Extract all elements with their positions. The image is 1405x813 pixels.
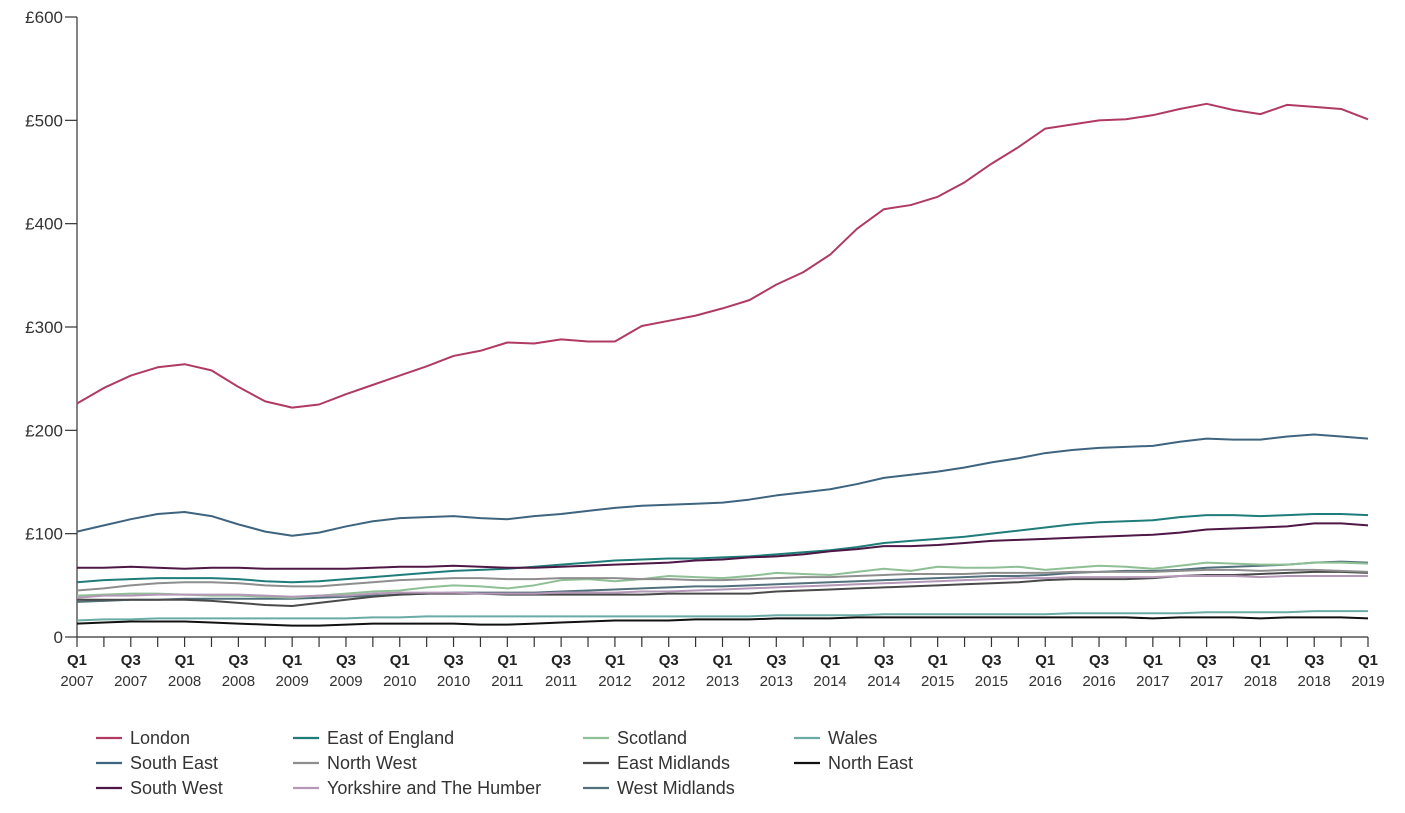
legend-label-scotland: Scotland bbox=[617, 728, 687, 748]
x-tick-quarter: Q1 bbox=[67, 652, 87, 669]
x-tick-quarter: Q3 bbox=[981, 652, 1001, 669]
y-tick-label: £500 bbox=[25, 111, 63, 130]
x-tick-year: 2018 bbox=[1298, 673, 1331, 690]
x-tick-year: 2007 bbox=[60, 673, 93, 690]
y-tick-label: £100 bbox=[25, 525, 63, 544]
x-tick-year: 2016 bbox=[1082, 673, 1115, 690]
x-tick-year: 2010 bbox=[383, 673, 416, 690]
legend-label-north-east: North East bbox=[828, 753, 913, 773]
legend-label-east-of-england: East of England bbox=[327, 728, 454, 748]
y-tick-label: £200 bbox=[25, 421, 63, 440]
x-tick-year: 2013 bbox=[760, 673, 793, 690]
x-tick-quarter: Q3 bbox=[766, 652, 786, 669]
x-tick-year: 2015 bbox=[921, 673, 954, 690]
x-tick-year: 2012 bbox=[652, 673, 685, 690]
legend-label-west-midlands: West Midlands bbox=[617, 778, 735, 798]
series-lines bbox=[76, 102, 1369, 627]
x-tick-quarter: Q1 bbox=[1250, 652, 1270, 669]
series-line-east-of-england bbox=[76, 513, 1369, 584]
x-tick-year: 2019 bbox=[1351, 673, 1384, 690]
series-line-south-east bbox=[76, 433, 1369, 537]
series-line-wales bbox=[76, 610, 1368, 622]
x-tick-year: 2016 bbox=[1029, 673, 1062, 690]
x-tick-quarter: Q3 bbox=[121, 652, 141, 669]
x-tick-quarter: Q1 bbox=[1143, 652, 1163, 669]
x-tick-year: 2009 bbox=[275, 673, 308, 690]
x-tick-year: 2012 bbox=[598, 673, 631, 690]
x-tick-quarter: Q1 bbox=[1035, 652, 1055, 669]
x-tick-quarter: Q1 bbox=[175, 652, 195, 669]
legend-label-yorkshire-and-the-humber: Yorkshire and The Humber bbox=[327, 778, 541, 798]
x-tick-year: 2010 bbox=[437, 673, 470, 690]
x-tick-quarter: Q3 bbox=[336, 652, 356, 669]
series-line-scotland bbox=[76, 561, 1369, 599]
y-tick-label: £400 bbox=[25, 215, 63, 234]
x-tick-quarter: Q1 bbox=[928, 652, 948, 669]
x-tick-quarter: Q1 bbox=[390, 652, 410, 669]
x-tick-year: 2008 bbox=[222, 673, 255, 690]
x-tick-quarter: Q3 bbox=[874, 652, 894, 669]
x-tick-quarter: Q3 bbox=[551, 652, 571, 669]
x-tick-year: 2017 bbox=[1136, 673, 1169, 690]
series-line-north-east bbox=[76, 616, 1369, 627]
x-tick-year: 2014 bbox=[867, 673, 900, 690]
series-line-london bbox=[76, 102, 1369, 409]
x-tick-year: 2015 bbox=[975, 673, 1008, 690]
legend: London East of England Scotland Wales South … bbox=[96, 728, 913, 798]
x-tick-year: 2018 bbox=[1244, 673, 1277, 690]
x-tick-quarter: Q3 bbox=[1197, 652, 1217, 669]
legend-label-wales: Wales bbox=[828, 728, 877, 748]
x-tick-year: 2009 bbox=[329, 673, 362, 690]
x-tick-year: 2007 bbox=[114, 673, 147, 690]
x-tick-quarter: Q3 bbox=[1089, 652, 1109, 669]
y-tick-label: £300 bbox=[25, 318, 63, 337]
x-tick-year: 2011 bbox=[491, 673, 523, 690]
x-tick-quarter: Q3 bbox=[659, 652, 679, 669]
x-tick-quarter: Q1 bbox=[820, 652, 840, 669]
legend-label-london: London bbox=[130, 728, 190, 748]
series-line-south-west bbox=[77, 522, 1369, 570]
x-tick-quarter: Q3 bbox=[1304, 652, 1324, 669]
x-tick-quarter: Q3 bbox=[444, 652, 464, 669]
x-tick-quarter: Q3 bbox=[228, 652, 248, 669]
x-tick-year: 2011 bbox=[545, 673, 577, 690]
legend-label-south-east: South East bbox=[130, 753, 218, 773]
legend-label-south-west: South West bbox=[130, 778, 223, 798]
x-tick-quarter: Q1 bbox=[712, 652, 732, 669]
series-line-west-midlands bbox=[76, 560, 1369, 603]
x-tick-quarter: Q1 bbox=[497, 652, 517, 669]
axes: 0 £100 £200 £300 £400 £500 £600 Q1 2007 Q3 2007 Q1 2… bbox=[25, 8, 1385, 690]
series-line-east-midlands bbox=[77, 570, 1369, 607]
x-tick-quarter: Q1 bbox=[1358, 652, 1378, 669]
x-tick-quarter: Q1 bbox=[605, 652, 625, 669]
x-tick-year: 2014 bbox=[813, 673, 846, 690]
series-line-north-west bbox=[76, 568, 1369, 592]
x-tick-quarter: Q1 bbox=[282, 652, 302, 669]
x-tick-year: 2013 bbox=[706, 673, 739, 690]
legend-label-east-midlands: East Midlands bbox=[617, 753, 730, 773]
series-line-yorkshire-and-the-humber bbox=[76, 575, 1368, 599]
y-tick-label: 0 bbox=[54, 628, 63, 647]
legend-label-north-west: North West bbox=[327, 753, 417, 773]
x-tick-year: 2017 bbox=[1190, 673, 1223, 690]
y-tick-label: £600 bbox=[25, 8, 63, 27]
x-tick-year: 2008 bbox=[168, 673, 201, 690]
